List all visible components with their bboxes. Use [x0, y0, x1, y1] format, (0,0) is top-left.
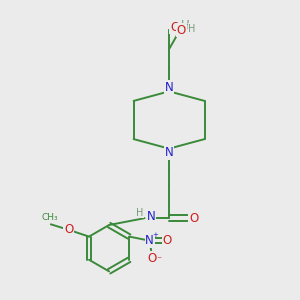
Text: CH₃: CH₃	[41, 213, 58, 222]
Text: O: O	[163, 234, 172, 247]
Text: N: N	[165, 146, 173, 159]
Text: H: H	[188, 24, 195, 34]
Text: H: H	[181, 20, 190, 32]
Text: N: N	[145, 234, 154, 247]
Text: H: H	[136, 208, 143, 218]
Text: O: O	[177, 23, 186, 37]
Text: ⁻: ⁻	[156, 255, 161, 265]
Text: N: N	[147, 210, 156, 223]
Text: N: N	[165, 81, 173, 94]
Text: O: O	[189, 212, 198, 225]
Text: O: O	[170, 21, 179, 34]
Text: O: O	[64, 223, 73, 236]
Text: O: O	[148, 252, 157, 265]
Text: +: +	[152, 232, 158, 238]
